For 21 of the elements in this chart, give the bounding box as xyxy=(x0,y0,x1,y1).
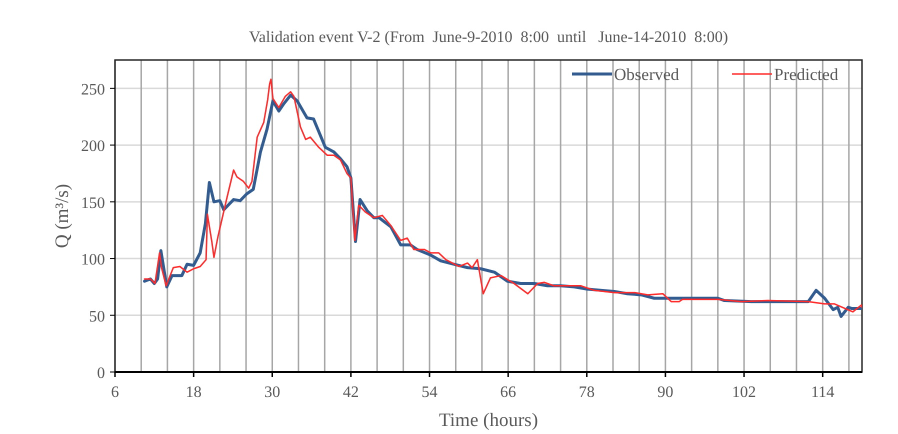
x-tick-label: 114 xyxy=(810,384,834,401)
x-tick-label: 6 xyxy=(111,384,119,401)
y-tick-label: 150 xyxy=(81,194,105,212)
x-tick-label: 78 xyxy=(578,384,595,401)
y-tick-label: 250 xyxy=(81,81,105,98)
x-axis-title: Time (hours) xyxy=(438,410,538,431)
legend-label: Observed xyxy=(614,65,680,84)
x-tick-label: 66 xyxy=(500,384,516,401)
chart-title: Validation event V-2 (From June-9-2010 8:00 until June-14-2010 8:00) xyxy=(248,29,728,46)
y-tick-label: 0 xyxy=(97,365,105,382)
y-tick-label: 200 xyxy=(81,138,105,156)
x-tick-label: 30 xyxy=(264,384,280,401)
y-axis-title: Q (m³/s) xyxy=(52,184,73,248)
x-tick-label: 18 xyxy=(186,384,202,401)
x-tick-label: 42 xyxy=(342,384,359,401)
legend-label: Predicted xyxy=(774,65,839,84)
x-tick-label: 54 xyxy=(422,384,438,401)
x-tick-label: 90 xyxy=(657,384,674,401)
y-tick-label: 50 xyxy=(89,308,105,326)
y-tick-label: 100 xyxy=(81,252,105,269)
x-tick-label: 102 xyxy=(732,384,756,401)
